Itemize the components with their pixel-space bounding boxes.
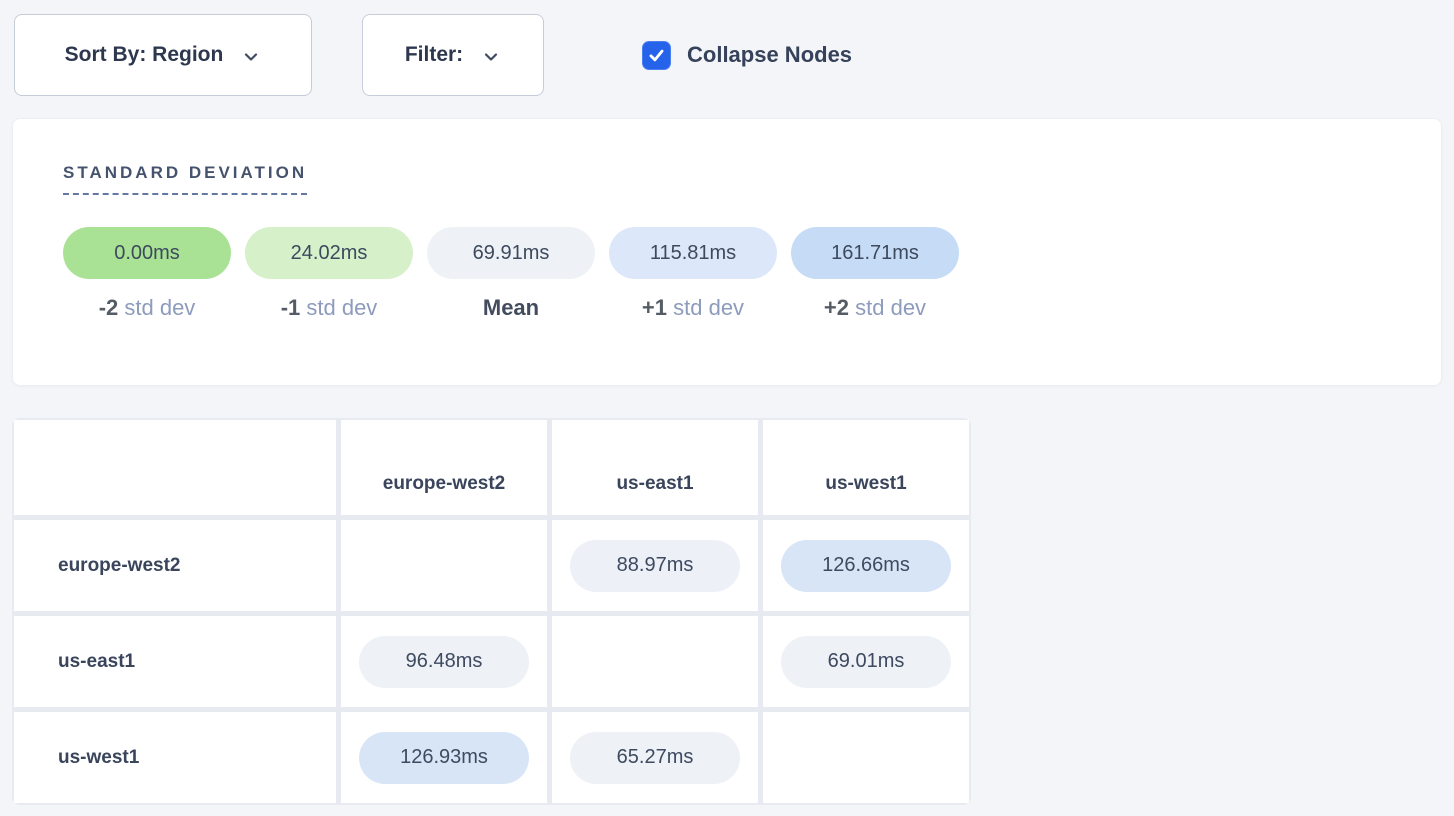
- checkbox-checked-icon[interactable]: [642, 40, 671, 70]
- legend-label-1: -1 std dev: [245, 295, 413, 321]
- latency-cell-us-east1-us-east1: [552, 616, 758, 707]
- latency-pill: 65.27ms: [570, 731, 740, 784]
- chevron-down-icon: [245, 52, 258, 61]
- latency-cell-us-west1-us-east1: 65.27ms: [552, 712, 758, 803]
- legend-pills: 0.00ms 24.02ms 69.91ms 115.81ms 161.71ms: [63, 227, 1391, 279]
- collapse-nodes-toggle[interactable]: Collapse Nodes: [642, 14, 852, 96]
- matrix-corner-cell: [14, 420, 336, 515]
- row-header-us-west1: us-west1: [14, 712, 336, 803]
- row-header-us-east1: us-east1: [14, 616, 336, 707]
- latency-cell-us-west1-us-west1: [763, 712, 969, 803]
- legend-label-text: std dev: [306, 295, 378, 320]
- latency-pill: 88.97ms: [570, 539, 740, 592]
- legend-label-text: std dev: [855, 295, 927, 320]
- chevron-down-icon: [485, 52, 498, 61]
- row-header-europe-west2: europe-west2: [14, 520, 336, 611]
- latency-pill: 126.93ms: [359, 731, 529, 784]
- toolbar: Sort By: Region Filter: Collapse Nodes: [14, 14, 1442, 96]
- legend-label-num: -1: [280, 295, 307, 320]
- legend-title: STANDARD DEVIATION: [63, 163, 308, 195]
- column-header-us-west1: us-west1: [763, 420, 969, 515]
- filter-label: Filter:: [404, 43, 464, 66]
- latency-cell-us-west1-europe-west2: 126.93ms: [341, 712, 547, 803]
- matrix-row-us-west1: us-west1 126.93ms 65.27ms: [14, 712, 969, 803]
- latency-pill: 96.48ms: [359, 635, 529, 688]
- legend-label-text: Mean: [482, 295, 540, 320]
- sort-by-dropdown[interactable]: Sort By: Region: [14, 14, 312, 96]
- legend-pill-2: 69.91ms: [427, 227, 595, 279]
- latency-cell-europe-west2-us-west1: 126.66ms: [763, 520, 969, 611]
- legend-label-text: std dev: [673, 295, 745, 320]
- legend-pill-4: 161.71ms: [791, 227, 959, 279]
- latency-cell-us-east1-europe-west2: 96.48ms: [341, 616, 547, 707]
- standard-deviation-card: STANDARD DEVIATION 0.00ms 24.02ms 69.91ms 1…: [12, 118, 1442, 386]
- latency-cell-europe-west2-us-east1: 88.97ms: [552, 520, 758, 611]
- legend-pill-0: 0.00ms: [63, 227, 231, 279]
- legend-label-num: +2: [823, 295, 856, 320]
- legend-labels: -2 std dev -1 std dev Mean +1 std dev +2 std…: [63, 295, 1391, 321]
- legend-label-num: -2: [98, 295, 125, 320]
- legend-pill-1: 24.02ms: [245, 227, 413, 279]
- matrix-row-us-east1: us-east1 96.48ms 69.01ms: [14, 616, 969, 707]
- legend-label-num: +1: [641, 295, 674, 320]
- legend-label-text: std dev: [124, 295, 196, 320]
- legend-label-3: +1 std dev: [609, 295, 777, 321]
- latency-pill: 126.66ms: [781, 539, 951, 592]
- latency-cell-europe-west2-europe-west2: [341, 520, 547, 611]
- column-header-us-east1: us-east1: [552, 420, 758, 515]
- collapse-nodes-label: Collapse Nodes: [687, 42, 853, 67]
- legend-label-0: -2 std dev: [63, 295, 231, 321]
- sort-by-label: Sort By: Region: [64, 43, 224, 66]
- latency-matrix: europe-west2 us-east1 us-west1 europe-west2…: [12, 418, 971, 805]
- column-header-europe-west2: europe-west2: [341, 420, 547, 515]
- matrix-row-europe-west2: europe-west2 88.97ms 126.66ms: [14, 520, 969, 611]
- legend-label-2: Mean: [427, 295, 595, 321]
- filter-dropdown[interactable]: Filter:: [362, 14, 544, 96]
- legend-label-4: +2 std dev: [791, 295, 959, 321]
- latency-cell-us-east1-us-west1: 69.01ms: [763, 616, 969, 707]
- legend-pill-3: 115.81ms: [609, 227, 777, 279]
- latency-pill: 69.01ms: [781, 635, 951, 688]
